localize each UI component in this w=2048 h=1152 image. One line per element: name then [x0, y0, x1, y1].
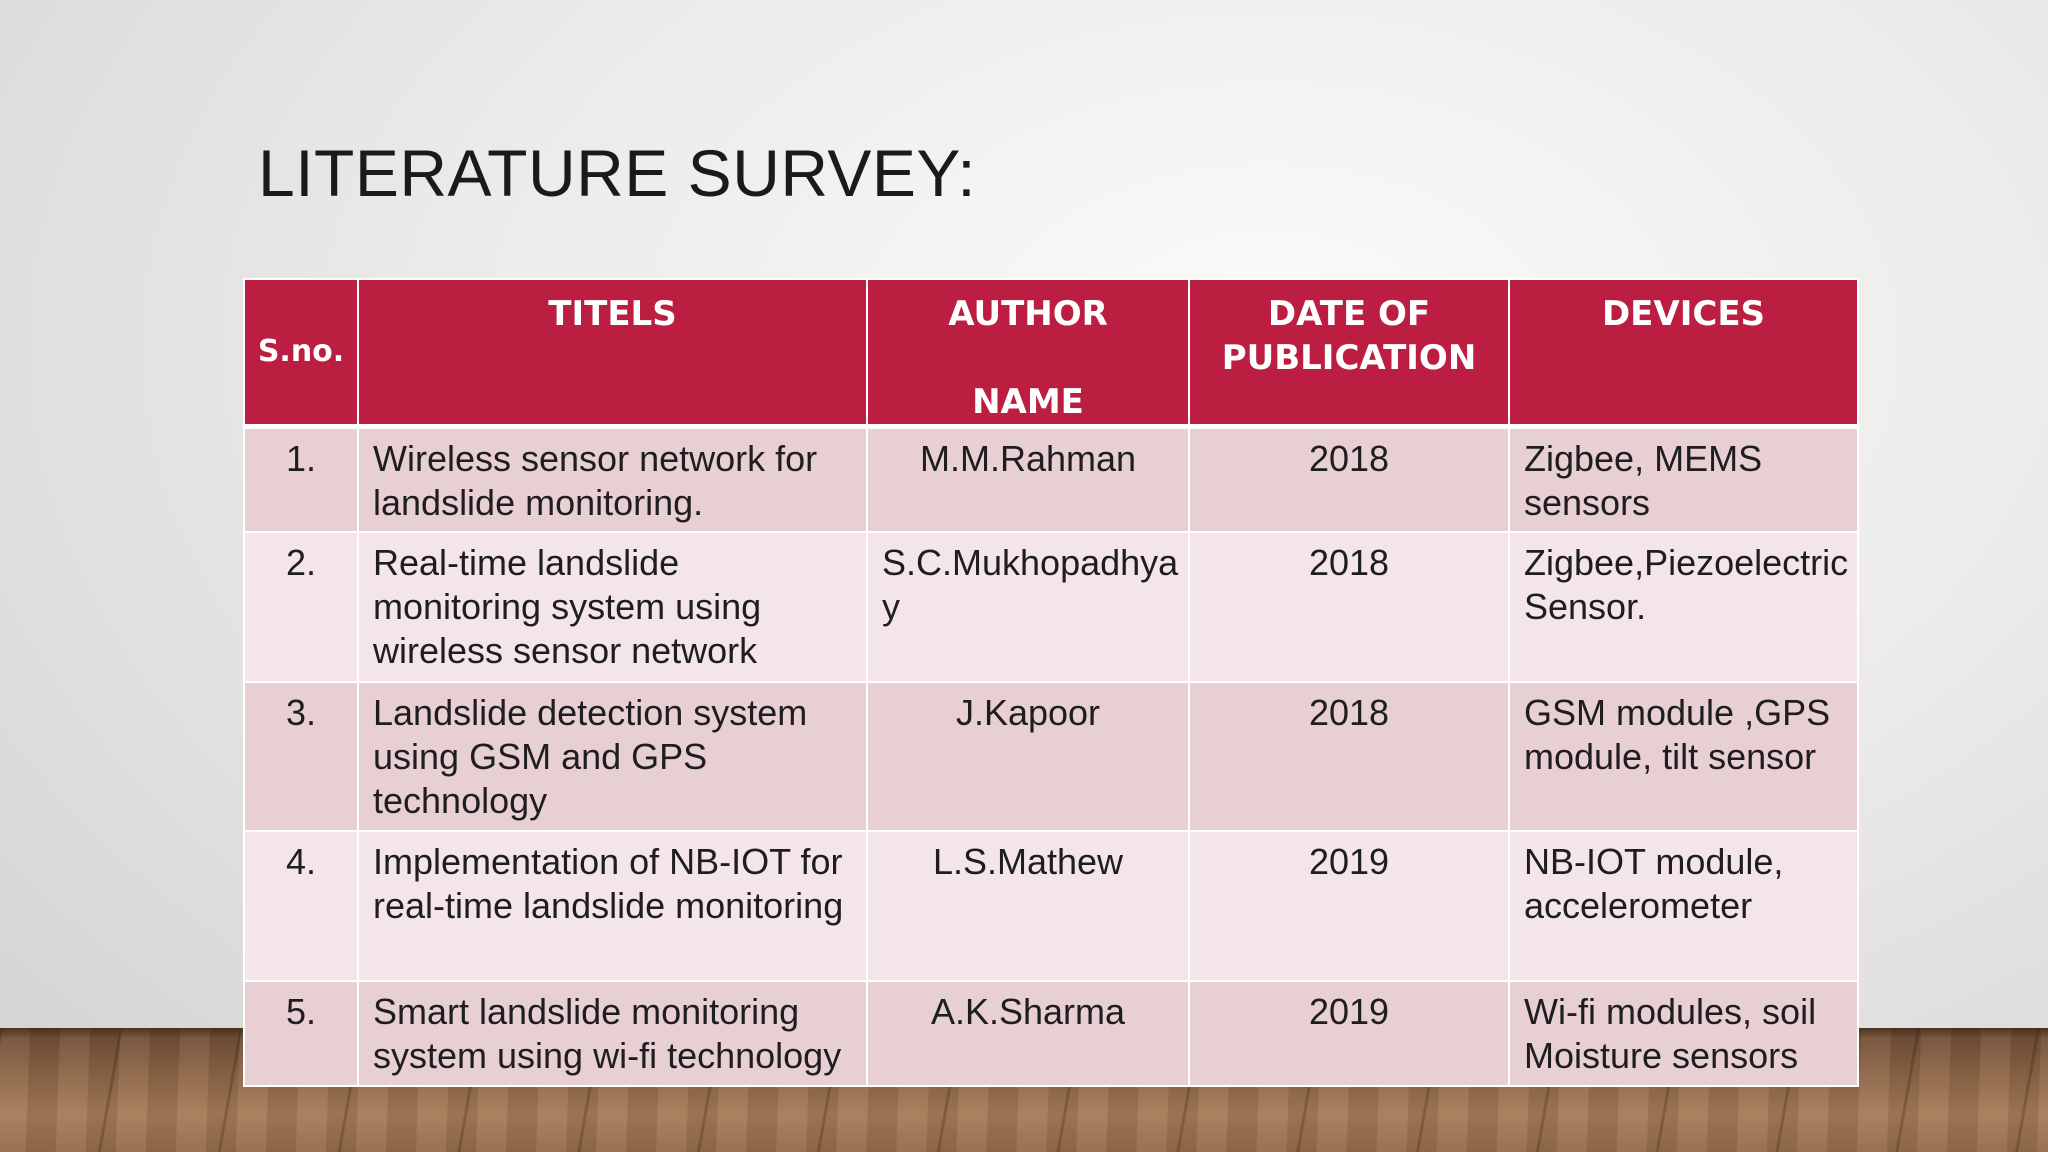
cell-sno: 5. [243, 980, 359, 1087]
cell-author: L.S.Mathew [866, 830, 1190, 982]
cell-year: 2019 [1188, 980, 1510, 1087]
cell-devices: Zigbee,Piezoelectric Sensor. [1508, 531, 1859, 683]
cell-title: Real-time landslide monitoring system us… [357, 531, 868, 683]
slide-title: LITERATURE SURVEY: [258, 136, 977, 210]
header-date-of-publication: DATE OF PUBLICATION [1188, 278, 1510, 429]
cell-title: Landslide detection system using GSM and… [357, 681, 868, 832]
header-author-line2: NAME [972, 382, 1084, 422]
cell-title: Smart landslide monitoring system using … [357, 980, 868, 1087]
cell-year: 2019 [1188, 830, 1510, 982]
cell-sno: 1. [243, 425, 359, 533]
cell-devices: Wi-fi modules, soil Moisture sensors [1508, 980, 1859, 1087]
cell-author: A.K.Sharma [866, 980, 1190, 1087]
cell-year: 2018 [1188, 681, 1510, 832]
cell-devices: NB-IOT module, accelerometer [1508, 830, 1859, 982]
cell-author: J.Kapoor [866, 681, 1190, 832]
cell-sno: 3. [243, 681, 359, 832]
header-date-line2: PUBLICATION [1221, 338, 1477, 378]
cell-title: Implementation of NB-IOT for real-time l… [357, 830, 868, 982]
table-header-row: S.no. TITELS AUTHOR NAME DATE OF PUBLICA… [243, 278, 1859, 429]
cell-author: S.C.Mukhopadhya y [866, 531, 1190, 683]
cell-devices: GSM module ,GPS module, tilt sensor [1508, 681, 1859, 832]
table-row: 1. Wireless sensor network for landslide… [243, 425, 1859, 533]
cell-year: 2018 [1188, 425, 1510, 533]
table-row: 3. Landslide detection system using GSM … [243, 681, 1859, 832]
cell-sno: 4. [243, 830, 359, 982]
header-author-line1: AUTHOR [948, 294, 1108, 334]
table-row: 4. Implementation of NB-IOT for real-tim… [243, 830, 1859, 982]
table-row: 2. Real-time landslide monitoring system… [243, 531, 1859, 683]
cell-devices: Zigbee, MEMS sensors [1508, 425, 1859, 533]
literature-survey-table: S.no. TITELS AUTHOR NAME DATE OF PUBLICA… [243, 278, 1859, 1087]
cell-sno: 2. [243, 531, 359, 683]
header-date-line1: DATE OF [1267, 294, 1431, 334]
header-author-name: AUTHOR NAME [866, 278, 1190, 429]
cell-author: M.M.Rahman [866, 425, 1190, 533]
header-sno: S.no. [243, 278, 359, 429]
cell-year: 2018 [1188, 531, 1510, 683]
header-titles: TITELS [357, 278, 868, 429]
header-devices: DEVICES [1508, 278, 1859, 429]
cell-title: Wireless sensor network for landslide mo… [357, 425, 868, 533]
table-row: 5. Smart landslide monitoring system usi… [243, 980, 1859, 1087]
